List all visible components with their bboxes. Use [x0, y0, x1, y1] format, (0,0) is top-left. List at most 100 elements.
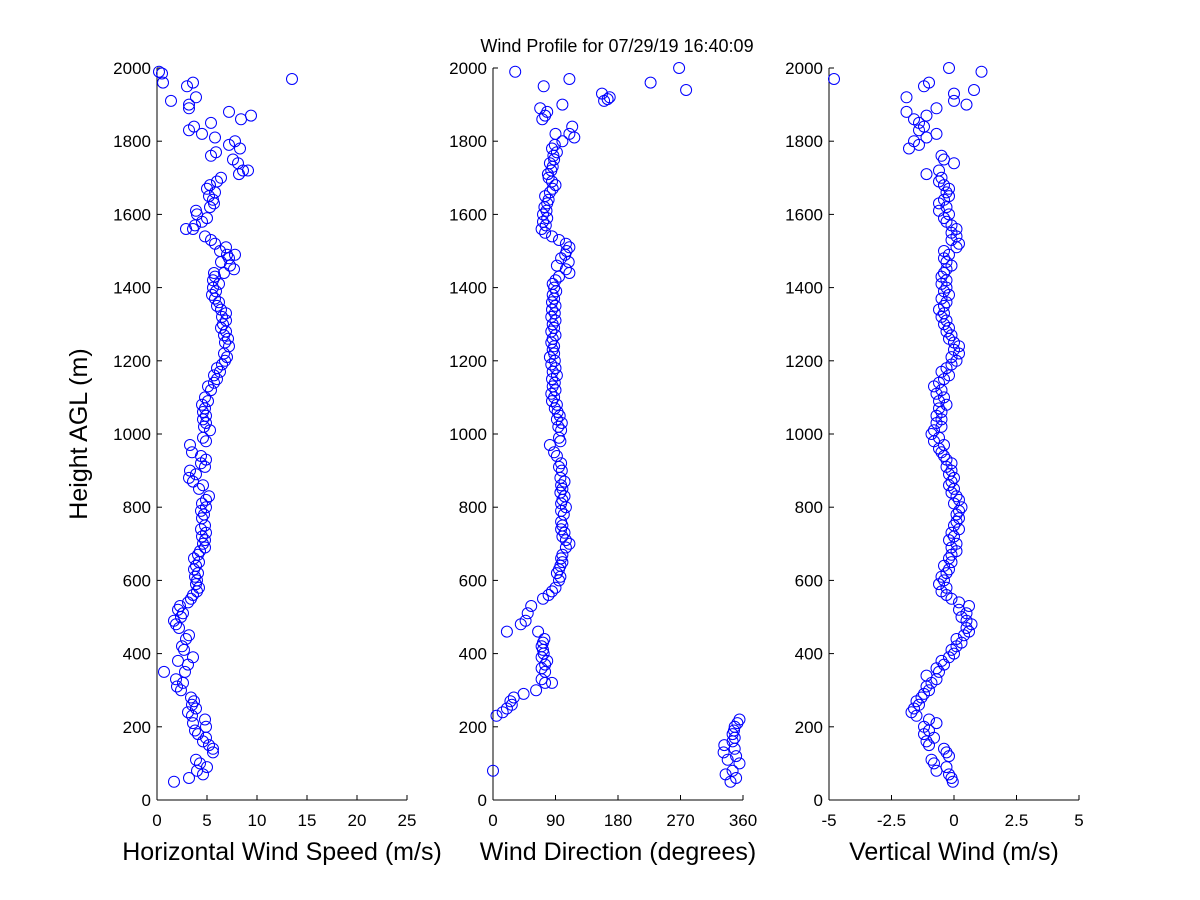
- data-point-speed: [223, 105, 235, 118]
- data-point-direction: [549, 299, 562, 312]
- data-point-direction: [541, 105, 554, 118]
- data-point-vertical: [920, 669, 933, 682]
- data-point-direction: [556, 135, 569, 148]
- data-point-direction: [560, 245, 573, 257]
- data-point-direction: [551, 406, 564, 418]
- x-tick-label: 90: [546, 811, 565, 830]
- data-point-direction: [549, 384, 562, 397]
- y-tick-label: 1600: [113, 205, 151, 224]
- data-point-direction: [550, 259, 563, 272]
- data-point-direction: [548, 307, 561, 320]
- y-tick-label: 0: [478, 791, 487, 810]
- data-point-speed: [158, 665, 170, 678]
- x-tick-label: 0: [488, 811, 497, 830]
- data-point-vertical: [938, 299, 950, 312]
- data-point-speed: [183, 772, 195, 784]
- data-point-vertical: [828, 73, 840, 85]
- data-point-speed: [204, 424, 216, 437]
- x-tick-label: 360: [729, 811, 757, 830]
- data-point-vertical: [935, 384, 948, 397]
- data-point-direction: [549, 581, 562, 594]
- data-point-vertical: [943, 750, 955, 763]
- data-point-direction: [555, 479, 568, 492]
- data-point-direction: [549, 314, 562, 327]
- data-point-direction: [538, 633, 551, 645]
- y-tick-label: 400: [459, 645, 487, 664]
- data-point-speed: [211, 373, 223, 386]
- data-point-direction: [525, 600, 538, 612]
- y-tick-label: 200: [459, 718, 487, 737]
- data-point-vertical: [908, 113, 920, 126]
- data-point-direction: [719, 768, 732, 781]
- data-point-direction: [548, 340, 561, 353]
- data-point-speed: [207, 193, 219, 206]
- data-point-direction: [521, 607, 534, 620]
- data-point-speed: [183, 102, 195, 115]
- y-tick-label: 1800: [785, 132, 823, 151]
- data-point-speed: [218, 347, 230, 360]
- data-point-direction: [549, 274, 562, 287]
- y-tick-label: 1000: [113, 425, 151, 444]
- y-tick-label: 600: [459, 571, 487, 590]
- data-point-speed: [220, 241, 232, 254]
- data-point-speed: [221, 351, 233, 364]
- data-point-direction: [559, 501, 572, 514]
- data-point-vertical: [940, 186, 953, 199]
- data-point-direction: [549, 179, 562, 192]
- x-tick-label: 0: [949, 811, 958, 830]
- data-point-vertical: [900, 91, 913, 104]
- data-point-speed: [235, 113, 247, 126]
- data-point-vertical: [940, 256, 953, 268]
- data-point-speed: [193, 581, 205, 594]
- data-point-speed: [168, 614, 180, 627]
- x-tick-label: -2.5: [877, 811, 906, 830]
- chart-panel-vertical: 0 200 400 600 800 1000 1200 1400 1600 1800 2000 -5 -…: [785, 59, 1084, 866]
- y-tick-label: 600: [123, 571, 151, 590]
- data-point-direction: [680, 84, 693, 96]
- data-point-direction: [543, 439, 556, 451]
- data-point-speed: [190, 753, 202, 766]
- y-tick-label: 1000: [785, 425, 823, 444]
- data-point-vertical: [953, 504, 965, 517]
- y-tick-label: 1600: [449, 205, 487, 224]
- data-point-vertical: [943, 190, 955, 203]
- data-point-vertical: [953, 493, 965, 506]
- data-point-vertical: [945, 556, 958, 569]
- data-point-vertical: [913, 698, 925, 711]
- data-point-speed: [182, 706, 194, 719]
- x-tick-label: -5: [821, 811, 836, 830]
- data-point-direction: [517, 687, 530, 700]
- y-tick-label: 0: [814, 791, 823, 810]
- data-point-speed: [209, 237, 221, 250]
- data-point-speed: [190, 91, 202, 104]
- data-point-speed: [205, 116, 217, 129]
- data-point-vertical: [938, 267, 950, 279]
- data-point-vertical: [950, 537, 963, 550]
- data-point-direction: [568, 131, 581, 144]
- data-point-vertical: [930, 102, 943, 115]
- data-point-speed: [205, 234, 217, 246]
- data-point-vertical: [928, 424, 940, 437]
- data-point-speed: [202, 380, 214, 393]
- x-tick-label: 270: [666, 811, 694, 830]
- data-point-speed: [222, 332, 234, 345]
- data-point-speed: [174, 600, 186, 612]
- data-point-speed: [187, 475, 199, 488]
- data-point-direction: [534, 102, 547, 115]
- data-point-direction: [537, 215, 549, 228]
- x-tick-label: 5: [1074, 811, 1083, 830]
- data-point-vertical: [920, 168, 933, 181]
- data-point-direction: [543, 351, 556, 364]
- data-point-vertical: [933, 402, 945, 415]
- data-point-direction: [718, 739, 731, 752]
- data-point-direction: [726, 764, 739, 777]
- data-point-vertical: [903, 142, 915, 155]
- y-tick-label: 1400: [785, 279, 823, 298]
- data-point-vertical: [935, 171, 948, 184]
- data-point-direction: [644, 76, 657, 89]
- data-point-speed: [245, 109, 257, 122]
- y-tick-label: 1800: [449, 132, 487, 151]
- x-tick-label: 2.5: [1005, 811, 1029, 830]
- data-point-vertical: [938, 574, 950, 587]
